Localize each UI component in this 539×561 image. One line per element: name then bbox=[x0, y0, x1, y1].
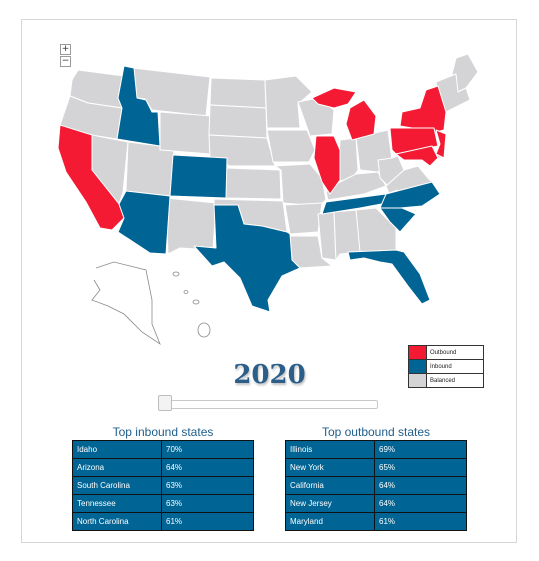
outbound-table: Illinois 69% New York 65% California 64% Ne… bbox=[285, 440, 467, 531]
legend-label-outbound: Outbound bbox=[430, 349, 457, 356]
table-row: New York 65% bbox=[285, 458, 467, 477]
state-maryland[interactable] bbox=[395, 145, 439, 167]
year-slider-handle[interactable] bbox=[158, 395, 172, 411]
table-row: Idaho 70% bbox=[72, 440, 254, 459]
state-name: California bbox=[285, 476, 375, 495]
state-percent: 61% bbox=[161, 512, 254, 531]
state-florida[interactable] bbox=[347, 249, 431, 305]
table-row: Arizona 64% bbox=[72, 458, 254, 477]
state-hawaii[interactable] bbox=[172, 271, 211, 338]
zoom-in-button[interactable]: + bbox=[60, 44, 71, 55]
state-arizona[interactable] bbox=[117, 190, 171, 255]
state-percent: 69% bbox=[374, 440, 467, 459]
state-name: New York bbox=[285, 458, 375, 477]
state-percent: 64% bbox=[161, 458, 254, 477]
table-row: North Carolina 61% bbox=[72, 512, 254, 531]
table-row: Illinois 69% bbox=[285, 440, 467, 459]
table-row: New Jersey 64% bbox=[285, 494, 467, 513]
state-new-york[interactable] bbox=[399, 85, 447, 133]
legend-swatch-balanced bbox=[409, 374, 427, 387]
map-legend: Outbound Inbound Balanced bbox=[408, 345, 484, 388]
legend-item-balanced: Balanced bbox=[409, 374, 483, 387]
state-percent: 70% bbox=[161, 440, 254, 459]
state-percent: 63% bbox=[161, 494, 254, 513]
state-utah[interactable] bbox=[125, 141, 175, 197]
state-percent: 61% bbox=[374, 512, 467, 531]
state-new-jersey[interactable] bbox=[435, 129, 447, 159]
zoom-controls: + − bbox=[60, 44, 71, 68]
year-label: 2020 bbox=[233, 360, 306, 390]
state-name: Illinois bbox=[285, 440, 375, 459]
state-illinois[interactable] bbox=[313, 135, 341, 195]
state-minnesota[interactable] bbox=[264, 75, 313, 129]
state-name: Tennessee bbox=[72, 494, 162, 513]
state-percent: 65% bbox=[374, 458, 467, 477]
state-new-mexico[interactable] bbox=[165, 197, 217, 255]
legend-swatch-inbound bbox=[409, 360, 427, 373]
state-percent: 64% bbox=[374, 494, 467, 513]
state-name: South Carolina bbox=[72, 476, 162, 495]
inbound-table: Idaho 70% Arizona 64% South Carolina 63% Te… bbox=[72, 440, 254, 531]
state-south-carolina[interactable] bbox=[379, 207, 417, 233]
state-name: New Jersey bbox=[285, 494, 375, 513]
year-slider-track[interactable] bbox=[158, 400, 378, 409]
zoom-out-button[interactable]: − bbox=[60, 56, 71, 67]
legend-label-inbound: Inbound bbox=[430, 363, 452, 370]
legend-item-inbound: Inbound bbox=[409, 360, 483, 374]
state-name: North Carolina bbox=[72, 512, 162, 531]
outbound-table-title: Top outbound states bbox=[321, 425, 431, 439]
state-arkansas[interactable] bbox=[284, 202, 323, 235]
legend-label-balanced: Balanced bbox=[430, 377, 456, 384]
state-alaska[interactable] bbox=[91, 261, 161, 346]
state-texas[interactable] bbox=[193, 204, 301, 313]
state-name: Idaho bbox=[72, 440, 162, 459]
table-row: California 64% bbox=[285, 476, 467, 495]
state-georgia[interactable] bbox=[355, 207, 397, 253]
state-name: Maryland bbox=[285, 512, 375, 531]
state-idaho[interactable] bbox=[116, 65, 161, 147]
state-colorado[interactable] bbox=[169, 154, 228, 199]
inbound-table-panel: Top inbound states Idaho 70% Arizona 64% S… bbox=[72, 424, 254, 531]
state-percent: 63% bbox=[161, 476, 254, 495]
legend-swatch-outbound bbox=[409, 346, 427, 359]
table-row: Tennessee 63% bbox=[72, 494, 254, 513]
state-wyoming[interactable] bbox=[159, 111, 213, 155]
state-name: Arizona bbox=[72, 458, 162, 477]
table-row: South Carolina 63% bbox=[72, 476, 254, 495]
inbound-table-title: Top inbound states bbox=[112, 425, 214, 439]
state-california[interactable] bbox=[57, 124, 125, 231]
state-north-dakota[interactable] bbox=[209, 77, 267, 109]
state-percent: 64% bbox=[374, 476, 467, 495]
state-kansas[interactable] bbox=[223, 167, 282, 200]
state-iowa[interactable] bbox=[266, 129, 316, 163]
legend-item-outbound: Outbound bbox=[409, 346, 483, 360]
table-row: Maryland 61% bbox=[285, 512, 467, 531]
state-michigan-upper[interactable] bbox=[311, 87, 357, 109]
outbound-table-panel: Top outbound states Illinois 69% New York… bbox=[285, 424, 467, 531]
state-south-dakota[interactable] bbox=[208, 104, 268, 139]
state-michigan-lower[interactable] bbox=[345, 99, 377, 141]
